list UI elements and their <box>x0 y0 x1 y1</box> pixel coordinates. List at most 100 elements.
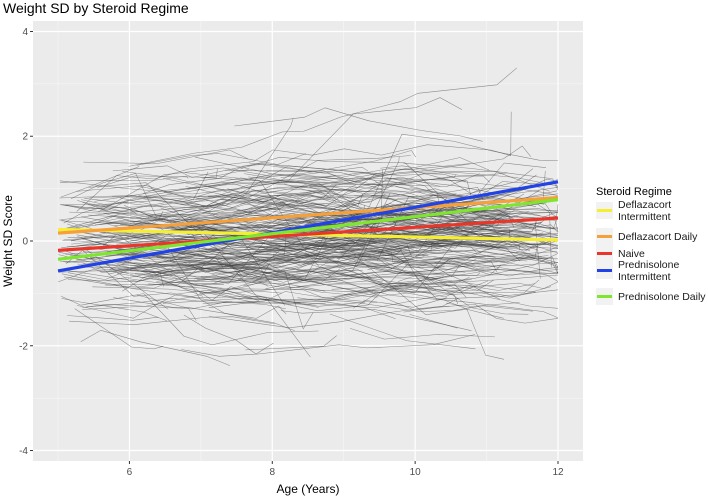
y-axis-title: Weight SD Score <box>1 195 15 287</box>
trajectory-line <box>112 163 550 192</box>
legend-label: Prednisolone <box>618 259 679 271</box>
axis-ticks: 6 8 10 12 -4 -2 0 2 4 <box>19 27 564 478</box>
trajectory-line <box>324 244 403 255</box>
trajectory-line <box>185 190 359 225</box>
trajectory-line <box>157 277 204 297</box>
trajectory-line <box>76 171 209 201</box>
trajectory-line <box>61 193 386 225</box>
trajectory-line <box>306 214 392 224</box>
trajectory-line <box>60 118 294 210</box>
trajectory-line <box>386 178 472 196</box>
trajectory-line <box>339 251 409 260</box>
trajectory-line <box>369 258 559 277</box>
trajectory-line <box>148 253 559 301</box>
trajectory-line <box>142 163 313 195</box>
trajectory-line <box>83 149 249 164</box>
trajectory-line <box>180 188 322 206</box>
fit-line-naive <box>57 216 559 252</box>
y-tick-label: 4 <box>22 27 28 38</box>
trajectory-line <box>186 253 353 280</box>
trajectory-line <box>266 168 534 194</box>
trajectory-line <box>134 273 559 300</box>
trajectory-line <box>307 245 394 263</box>
trajectory-line <box>318 299 533 312</box>
trajectory-line <box>304 247 559 274</box>
trajectory-line <box>397 268 559 282</box>
trajectory-line <box>195 223 559 312</box>
trajectory-line <box>63 197 209 224</box>
trajectory-line <box>433 221 538 233</box>
trajectory-line <box>187 157 490 190</box>
legend-label: Intermittent <box>618 211 671 223</box>
legend-label: Intermittent <box>618 271 671 283</box>
trajectory-line <box>148 256 286 310</box>
trajectory-line <box>333 274 559 299</box>
trajectory-line <box>82 268 341 310</box>
trajectory-line <box>280 166 369 178</box>
trajectory-line <box>350 328 495 340</box>
trajectory-line <box>445 302 529 315</box>
trajectory-line <box>197 188 328 209</box>
trajectory-line <box>122 245 228 292</box>
trajectory-line <box>207 183 511 223</box>
trajectory-line <box>91 256 376 294</box>
trajectory-line <box>273 251 559 274</box>
x-tick-label: 8 <box>270 467 276 478</box>
legend-label: Deflazacort Daily <box>618 231 698 243</box>
trajectory-line <box>244 173 457 186</box>
trajectory-line <box>234 107 483 142</box>
trajectory-line <box>136 294 326 310</box>
regime-fit-lines <box>57 180 559 273</box>
trajectory-line <box>403 305 450 313</box>
trajectory-line <box>209 238 429 257</box>
trajectory-line <box>67 237 443 284</box>
y-tick-label: -4 <box>19 446 28 457</box>
trajectory-line <box>158 204 559 239</box>
trajectory-line <box>82 304 197 321</box>
trajectory-line <box>59 205 143 221</box>
trajectory-line <box>196 278 269 287</box>
trajectory-line <box>341 245 388 253</box>
trajectory-line <box>363 297 448 308</box>
trajectory-line <box>280 309 472 331</box>
trajectory-line <box>245 187 533 215</box>
x-tick-label: 6 <box>127 467 133 478</box>
legend: Steroid RegimeDeflazacortIntermittentDef… <box>596 186 706 305</box>
y-tick-label: -2 <box>19 341 28 352</box>
legend-title: Steroid Regime <box>596 186 672 198</box>
trajectory-line <box>368 221 539 251</box>
trajectory-line <box>436 174 537 189</box>
trajectory-line <box>196 266 559 318</box>
trajectory-line <box>186 197 448 219</box>
trajectory-line <box>290 186 398 202</box>
legend-label: Prednisolone Daily <box>618 291 706 303</box>
trajectory-line <box>227 172 377 198</box>
trajectory-line <box>367 256 425 270</box>
trajectory-line <box>152 261 269 273</box>
fit-line-prednisolone-intermittent <box>57 180 559 273</box>
trajectory-line <box>240 156 545 229</box>
trajectory-line <box>61 293 319 346</box>
trajectory-line <box>80 330 231 366</box>
trajectory-line <box>76 111 512 212</box>
trajectory-line <box>60 210 202 231</box>
trajectory-line <box>188 263 363 273</box>
trajectory-line <box>199 175 337 182</box>
trajectory-line <box>338 272 429 286</box>
trajectory-line <box>60 262 206 282</box>
trajectory-line <box>308 189 364 207</box>
trajectory-line <box>222 162 547 276</box>
trajectory-line <box>284 183 418 210</box>
trajectory-line <box>417 246 538 267</box>
trajectory-line <box>405 262 559 282</box>
trajectory-line <box>63 235 468 270</box>
trajectory-line <box>208 303 559 329</box>
trajectory-line <box>140 265 372 279</box>
trajectory-line <box>183 314 274 355</box>
trajectory-line <box>433 256 498 273</box>
trajectory-line <box>352 279 540 309</box>
y-tick-label: 2 <box>22 132 28 143</box>
trajectory-line <box>329 313 476 350</box>
trajectory-line <box>410 187 559 200</box>
